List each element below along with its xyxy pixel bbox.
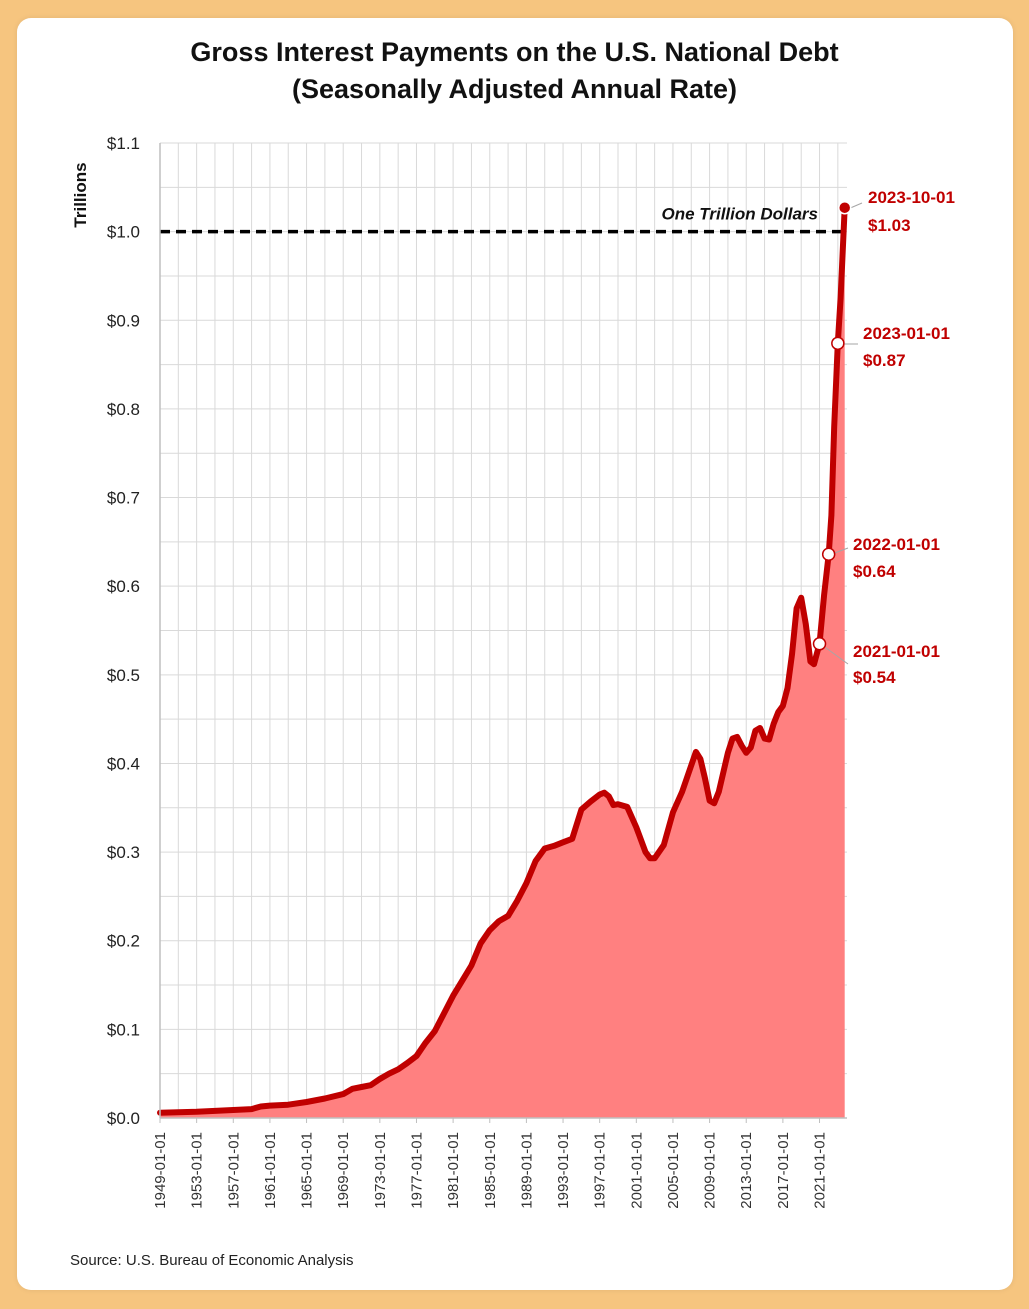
area-fill <box>160 207 845 1118</box>
x-tick-label: 1985-01-01 <box>482 1132 499 1209</box>
y-tick-label: $0.7 <box>107 489 140 508</box>
annotation-date-label: 2021-01-01 <box>853 642 940 661</box>
y-tick-label: $0.0 <box>107 1109 140 1128</box>
annotation-date-label: 2022-01-01 <box>853 535 940 554</box>
annotation-value-label: $0.87 <box>863 351 906 370</box>
chart-title-line-2: (Seasonally Adjusted Annual Rate) <box>291 74 738 104</box>
annotation-value-label: $0.54 <box>853 668 896 687</box>
chart-title-line-1: Gross Interest Payments on the U.S. Nati… <box>190 37 839 67</box>
annotation-marker <box>812 637 827 651</box>
source-note: Source: U.S. Bureau of Economic Analysis <box>70 1252 354 1269</box>
y-tick-label: $0.4 <box>107 754 140 773</box>
line-layer <box>157 204 848 1116</box>
area-fill-layer <box>160 207 845 1118</box>
x-tick-label: 1969-01-01 <box>335 1132 352 1209</box>
annotation-marker <box>837 200 852 215</box>
annotation-date-label: 2023-10-01 <box>868 188 955 207</box>
x-tick-label: 2001-01-01 <box>628 1132 645 1209</box>
reference-line-label: One Trillion Dollars <box>662 205 819 224</box>
annotation-connector <box>821 644 849 665</box>
x-tick-label: 1953-01-01 <box>189 1132 206 1209</box>
chart-title: Gross Interest Payments on the U.S. Nati… <box>0 34 1029 108</box>
annotation-value-label: $0.64 <box>853 562 896 581</box>
x-tick-label: 1989-01-01 <box>518 1132 535 1209</box>
x-tick-label: 1949-01-01 <box>152 1132 169 1209</box>
annotation-date-label: 2023-01-01 <box>863 324 950 343</box>
y-tick-label: $0.1 <box>107 1020 140 1039</box>
x-tick-label: 1961-01-01 <box>262 1132 279 1209</box>
y-tick-label: $1.0 <box>107 223 140 242</box>
x-tick-label: 2009-01-01 <box>702 1132 719 1209</box>
x-tick-label: 1973-01-01 <box>372 1132 389 1209</box>
y-tick-label: $0.2 <box>107 932 140 951</box>
x-tick-label: 1981-01-01 <box>445 1132 462 1209</box>
x-tick-label: 2013-01-01 <box>738 1132 755 1209</box>
x-tick-label: 1965-01-01 <box>299 1132 316 1209</box>
x-tick-label: 2005-01-01 <box>665 1132 682 1209</box>
annotation-marker <box>821 547 836 562</box>
y-axis-title: Trillions <box>71 162 90 227</box>
y-tick-label: $0.8 <box>107 400 140 419</box>
annotation-value-label: $1.03 <box>868 216 911 235</box>
y-tick-label: $0.3 <box>107 843 140 862</box>
x-tick-label: 1977-01-01 <box>408 1132 425 1209</box>
y-tick-label: $1.1 <box>107 134 140 153</box>
x-tick-label: 1997-01-01 <box>592 1132 609 1209</box>
y-tick-label: $0.6 <box>107 577 140 596</box>
x-tick-label: 1957-01-01 <box>225 1132 242 1209</box>
y-tick-label: $0.9 <box>107 311 140 330</box>
x-tick-label: 2017-01-01 <box>775 1132 792 1209</box>
reference-layer: One Trillion Dollars <box>160 205 845 234</box>
x-tick-label: 2021-01-01 <box>812 1132 829 1209</box>
x-tick-label: 1993-01-01 <box>555 1132 572 1209</box>
axes: $0.0 $0.1 $0.2 $0.3 $0.4 $0.5 $0.6 $0.7 $0.8 $0.9… <box>71 134 847 1209</box>
annotation-marker <box>831 336 845 351</box>
y-tick-label: $0.5 <box>107 666 140 685</box>
series-line <box>157 204 848 1116</box>
annotations: 2021-01-01 $0.54 2022-01-01 $0.64 2023-01-01… <box>812 188 955 687</box>
